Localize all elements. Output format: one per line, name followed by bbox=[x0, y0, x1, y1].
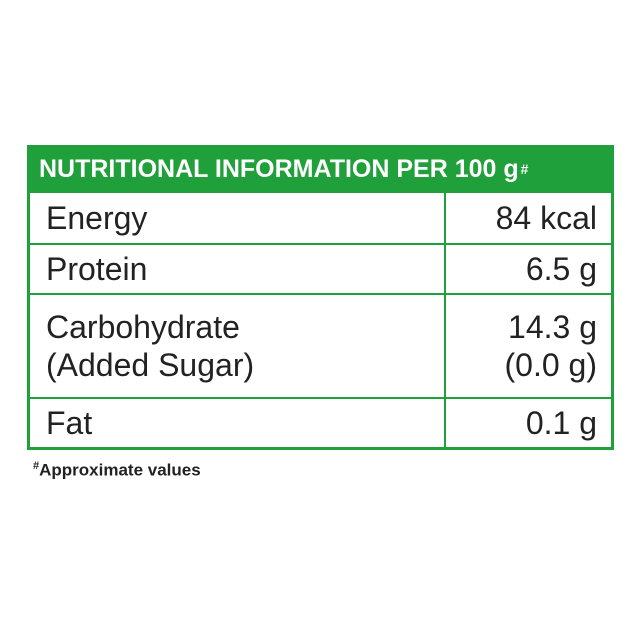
table-row-energy: Energy 84 kcal bbox=[30, 193, 611, 243]
nutrient-value: 14.3 g (0.0 g) bbox=[504, 309, 597, 383]
footnote-mark: # bbox=[33, 460, 40, 472]
table-header: NUTRITIONAL INFORMATION PER 100 g # bbox=[27, 145, 614, 193]
nutrition-label: NUTRITIONAL INFORMATION PER 100 g # Energ… bbox=[27, 145, 614, 481]
footnote: #Approximate values bbox=[33, 460, 614, 481]
nutrient-sub-name: (Added Sugar) bbox=[46, 347, 255, 383]
header-footnote-mark: # bbox=[520, 161, 529, 177]
nutrient-value: 0.1 g bbox=[525, 405, 597, 441]
table-row-carbohydrate: Carbohydrate (Added Sugar) 14.3 g (0.0 g… bbox=[30, 293, 611, 397]
nutrient-sub-value: (0.0 g) bbox=[504, 347, 597, 383]
footnote-text: Approximate values bbox=[39, 460, 201, 480]
table-row-protein: Protein 6.5 g bbox=[30, 243, 611, 293]
nutrient-name: Energy bbox=[30, 193, 446, 243]
nutrition-table: Energy 84 kcal Protein 6.5 g Carbohydrat… bbox=[27, 193, 614, 450]
nutrient-name: Fat bbox=[30, 399, 446, 447]
nutrient-value: 84 kcal bbox=[495, 200, 597, 236]
nutrient-name: Carbohydrate (Added Sugar) bbox=[30, 295, 446, 397]
table-row-fat: Fat 0.1 g bbox=[30, 397, 611, 447]
nutrient-name: Protein bbox=[30, 245, 446, 293]
header-title: NUTRITIONAL INFORMATION PER 100 g bbox=[39, 154, 519, 183]
nutrient-value: 6.5 g bbox=[525, 251, 597, 287]
